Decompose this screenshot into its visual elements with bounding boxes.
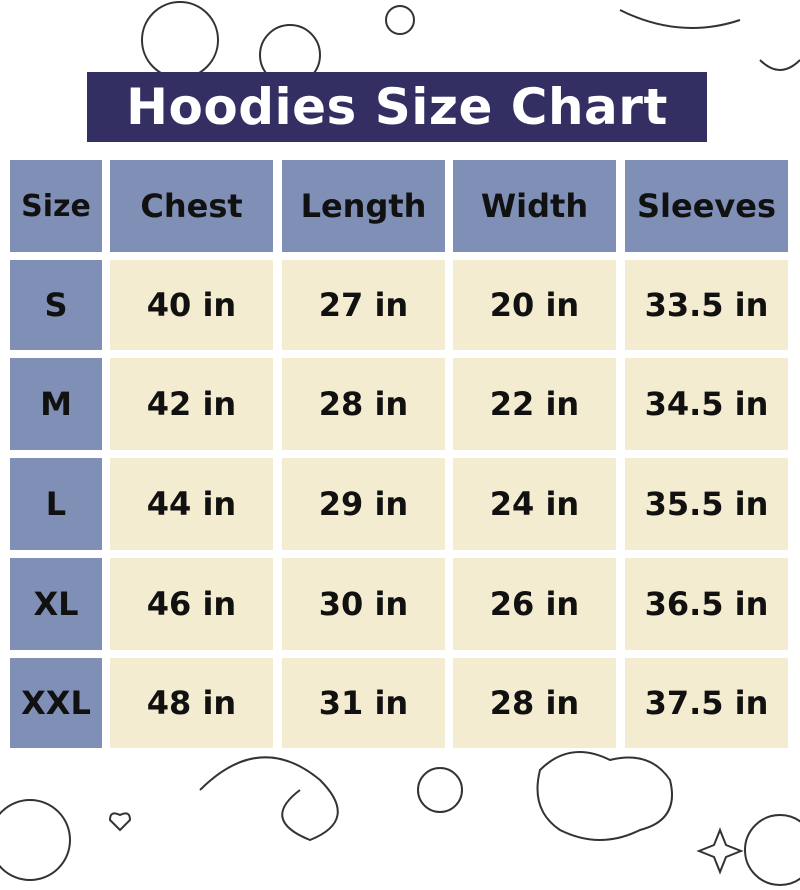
column-header-length: Length xyxy=(282,160,445,252)
table-cell: 34.5 in xyxy=(625,358,788,450)
column-header-sleeves: Sleeves xyxy=(625,160,788,252)
table-cell: 40 in xyxy=(110,260,273,350)
table-cell: 36.5 in xyxy=(625,558,788,650)
table-cell: 33.5 in xyxy=(625,260,788,350)
column-header-chest: Chest xyxy=(110,160,273,252)
table-cell: 42 in xyxy=(110,358,273,450)
table-cell: 27 in xyxy=(282,260,445,350)
table-cell: 44 in xyxy=(110,458,273,550)
table-cell: 35.5 in xyxy=(625,458,788,550)
table-cell: 24 in xyxy=(453,458,616,550)
table-cell: 26 in xyxy=(453,558,616,650)
table-cell: 48 in xyxy=(110,658,273,748)
table-cell: 20 in xyxy=(453,260,616,350)
size-label: S xyxy=(10,260,102,350)
chart-title: Hoodies Size Chart xyxy=(87,72,707,142)
table-cell: 46 in xyxy=(110,558,273,650)
table-cell: 28 in xyxy=(282,358,445,450)
size-label: L xyxy=(10,458,102,550)
table-cell: 37.5 in xyxy=(625,658,788,748)
table-cell: 31 in xyxy=(282,658,445,748)
column-header-size: Size xyxy=(10,160,102,252)
size-label: XL xyxy=(10,558,102,650)
table-cell: 28 in xyxy=(453,658,616,748)
column-header-width: Width xyxy=(453,160,616,252)
size-label: M xyxy=(10,358,102,450)
table-cell: 30 in xyxy=(282,558,445,650)
table-cell: 22 in xyxy=(453,358,616,450)
table-cell: 29 in xyxy=(282,458,445,550)
size-label: XXL xyxy=(10,658,102,748)
